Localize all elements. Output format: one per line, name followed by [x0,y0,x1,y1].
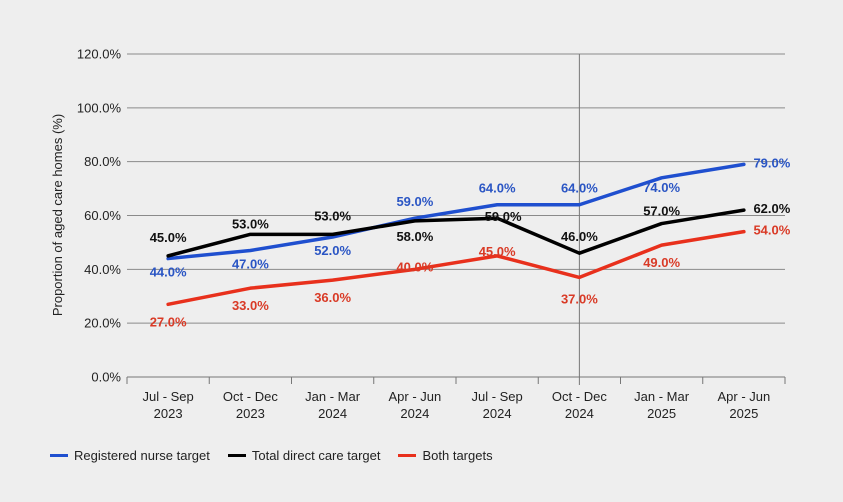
data-label: 37.0% [561,291,598,306]
series-line-2 [166,229,746,307]
y-tick-label: 20.0% [84,316,121,331]
y-tick-label: 0.0% [91,370,121,385]
data-label: 40.0% [396,259,433,274]
legend-label: Total direct care target [251,448,381,463]
data-label: 46.0% [561,229,598,244]
x-tick-label: Jul - Sep [471,389,522,404]
data-label: 74.0% [643,180,680,195]
legend-swatch-red [398,454,417,457]
data-label: 59.0% [396,194,433,209]
x-tick-label-year: 2024 [318,406,347,421]
legend-item-both-targets[interactable]: Both targets [398,448,493,463]
legend-item-registered-nurse[interactable]: Registered nurse target [50,448,210,463]
data-label: 36.0% [314,290,351,305]
gridlines [127,53,785,324]
x-tick-label: Oct - Dec [223,389,278,404]
x-tick-label: Oct - Dec [552,389,607,404]
y-tick-label: 100.0% [77,100,122,115]
x-tick-label: Jul - Sep [142,389,193,404]
legend-swatch-black [227,454,246,457]
x-tick-label: Jan - Mar [305,389,361,404]
data-label: 53.0% [314,208,351,223]
series-lines [166,162,746,307]
y-tick-label: 60.0% [84,208,121,223]
y-tick-label: 120.0% [77,47,122,62]
x-tick-label-year: 2024 [565,406,594,421]
legend-item-total-direct-care[interactable]: Total direct care target [227,448,381,463]
x-tick-label: Apr - Jun [718,389,771,404]
x-tick-label-year: 2024 [400,406,429,421]
x-tick-label: Apr - Jun [389,389,442,404]
data-label: 58.0% [396,229,433,244]
data-label: 33.0% [232,298,269,313]
data-label: 59.0% [485,209,522,224]
x-axis: Jul - Sep 2023 Oct - Dec 2023 Jan - Mar 2024 A… [126,54,786,421]
data-label: 52.0% [314,243,351,258]
x-tick-label-year: 2025 [647,406,676,421]
data-label: 44.0% [150,265,187,280]
y-axis-ticks: 0.0% 20.0% 40.0% 60.0% 80.0% 100.0% 120.0% [77,47,122,385]
data-label: 54.0% [753,223,790,238]
data-label: 79.0% [753,155,790,170]
series-line-0 [166,162,746,261]
data-label: 64.0% [561,181,598,196]
y-tick-label: 80.0% [84,154,121,169]
legend-label: Both targets [422,448,493,463]
data-label: 45.0% [150,230,187,245]
data-label: 57.0% [643,204,680,219]
y-tick-label: 40.0% [84,262,121,277]
data-label: 27.0% [150,314,187,329]
x-tick-label-year: 2023 [154,406,183,421]
x-tick-label-year: 2024 [483,406,512,421]
x-tick-label: Jan - Mar [634,389,690,404]
legend: Registered nurse target Total direct car… [50,448,493,463]
data-label: 62.0% [753,201,790,216]
series-line-1 [166,208,746,258]
x-tick-label-year: 2025 [729,406,758,421]
data-label: 47.0% [232,256,269,271]
data-label: 45.0% [479,244,516,259]
y-axis-label: Proportion of aged care homes (%) [50,114,65,316]
data-label: 53.0% [232,216,269,231]
legend-label: Registered nurse target [74,448,210,463]
data-label: 64.0% [479,181,516,196]
data-label: 49.0% [643,255,680,270]
x-tick-label-year: 2023 [236,406,265,421]
data-labels: 44.0% 47.0% 52.0% 59.0% 64.0% 64.0% 74.0% 79.0%… [150,155,791,329]
legend-swatch-blue [50,454,68,457]
